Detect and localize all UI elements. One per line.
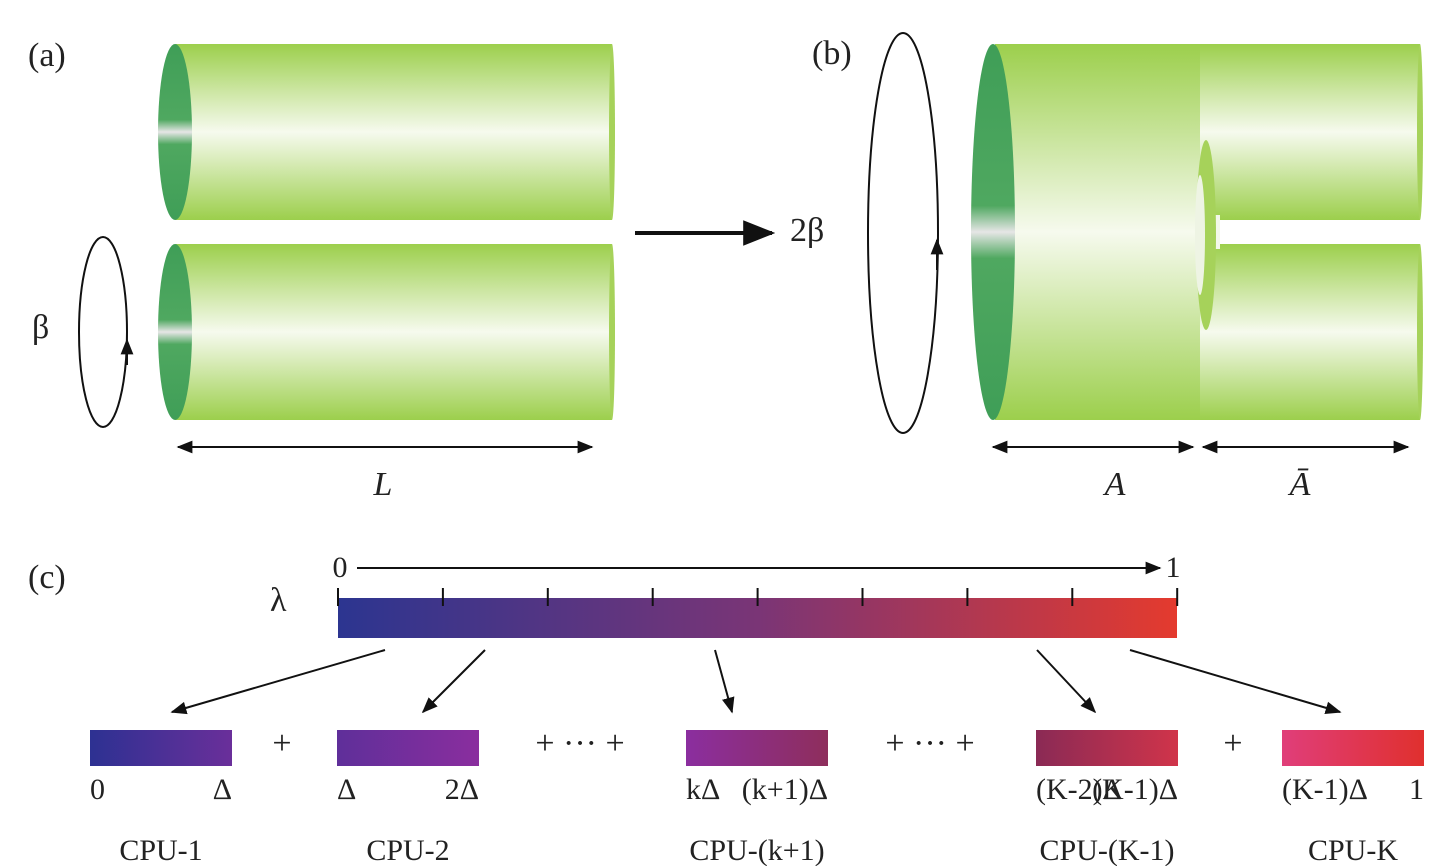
panel-label: (b) [812, 35, 852, 72]
segment [90, 730, 232, 766]
axis-start: 0 [333, 551, 348, 584]
separator: + [1223, 725, 1242, 762]
cpu-label: CPU-(k+1) [689, 834, 824, 866]
panel-label: (c) [28, 559, 66, 596]
cylinder [971, 44, 1423, 420]
segment [337, 730, 479, 766]
segment-end: (K-1)Δ [1092, 773, 1178, 806]
segment-end: Δ [213, 773, 232, 806]
segment-start: kΔ [686, 773, 720, 806]
region-label: A [1103, 466, 1126, 503]
segment-start: Δ [337, 773, 356, 806]
axis-name: λ [270, 582, 287, 619]
panel-label: (a) [28, 37, 66, 74]
figure: (a) β L (b) 2β A Ā (c) λ 0 1 0 Δ CPU-1 Δ 2Δ C… [0, 0, 1438, 866]
segment [1282, 730, 1424, 766]
axis-end: 1 [1166, 551, 1181, 584]
cpu-label: CPU-2 [366, 834, 449, 866]
segment-end: 2Δ [445, 773, 479, 806]
cpu-label: CPU-(K-1) [1040, 834, 1175, 866]
segment-end: 1 [1409, 773, 1424, 806]
loop [868, 33, 938, 433]
split-arrows [172, 650, 1340, 712]
cpu-label: CPU-1 [119, 834, 202, 866]
segment [686, 730, 828, 766]
cylinder [158, 244, 615, 420]
length-label: L [373, 466, 393, 503]
separator: + ··· + [885, 725, 974, 762]
region-label: Ā [1288, 466, 1311, 503]
segment-start: 0 [90, 773, 105, 806]
cylinder [158, 44, 615, 220]
cpu-label: CPU-K [1308, 834, 1398, 866]
loop-label: β [32, 309, 49, 346]
segment-start: (K-1)Δ [1282, 773, 1368, 806]
separator: + [272, 725, 291, 762]
loop [79, 237, 127, 427]
segment-end: (k+1)Δ [742, 773, 828, 806]
segment [1036, 730, 1178, 766]
separator: + ··· + [535, 725, 624, 762]
loop-label: 2β [790, 212, 824, 249]
